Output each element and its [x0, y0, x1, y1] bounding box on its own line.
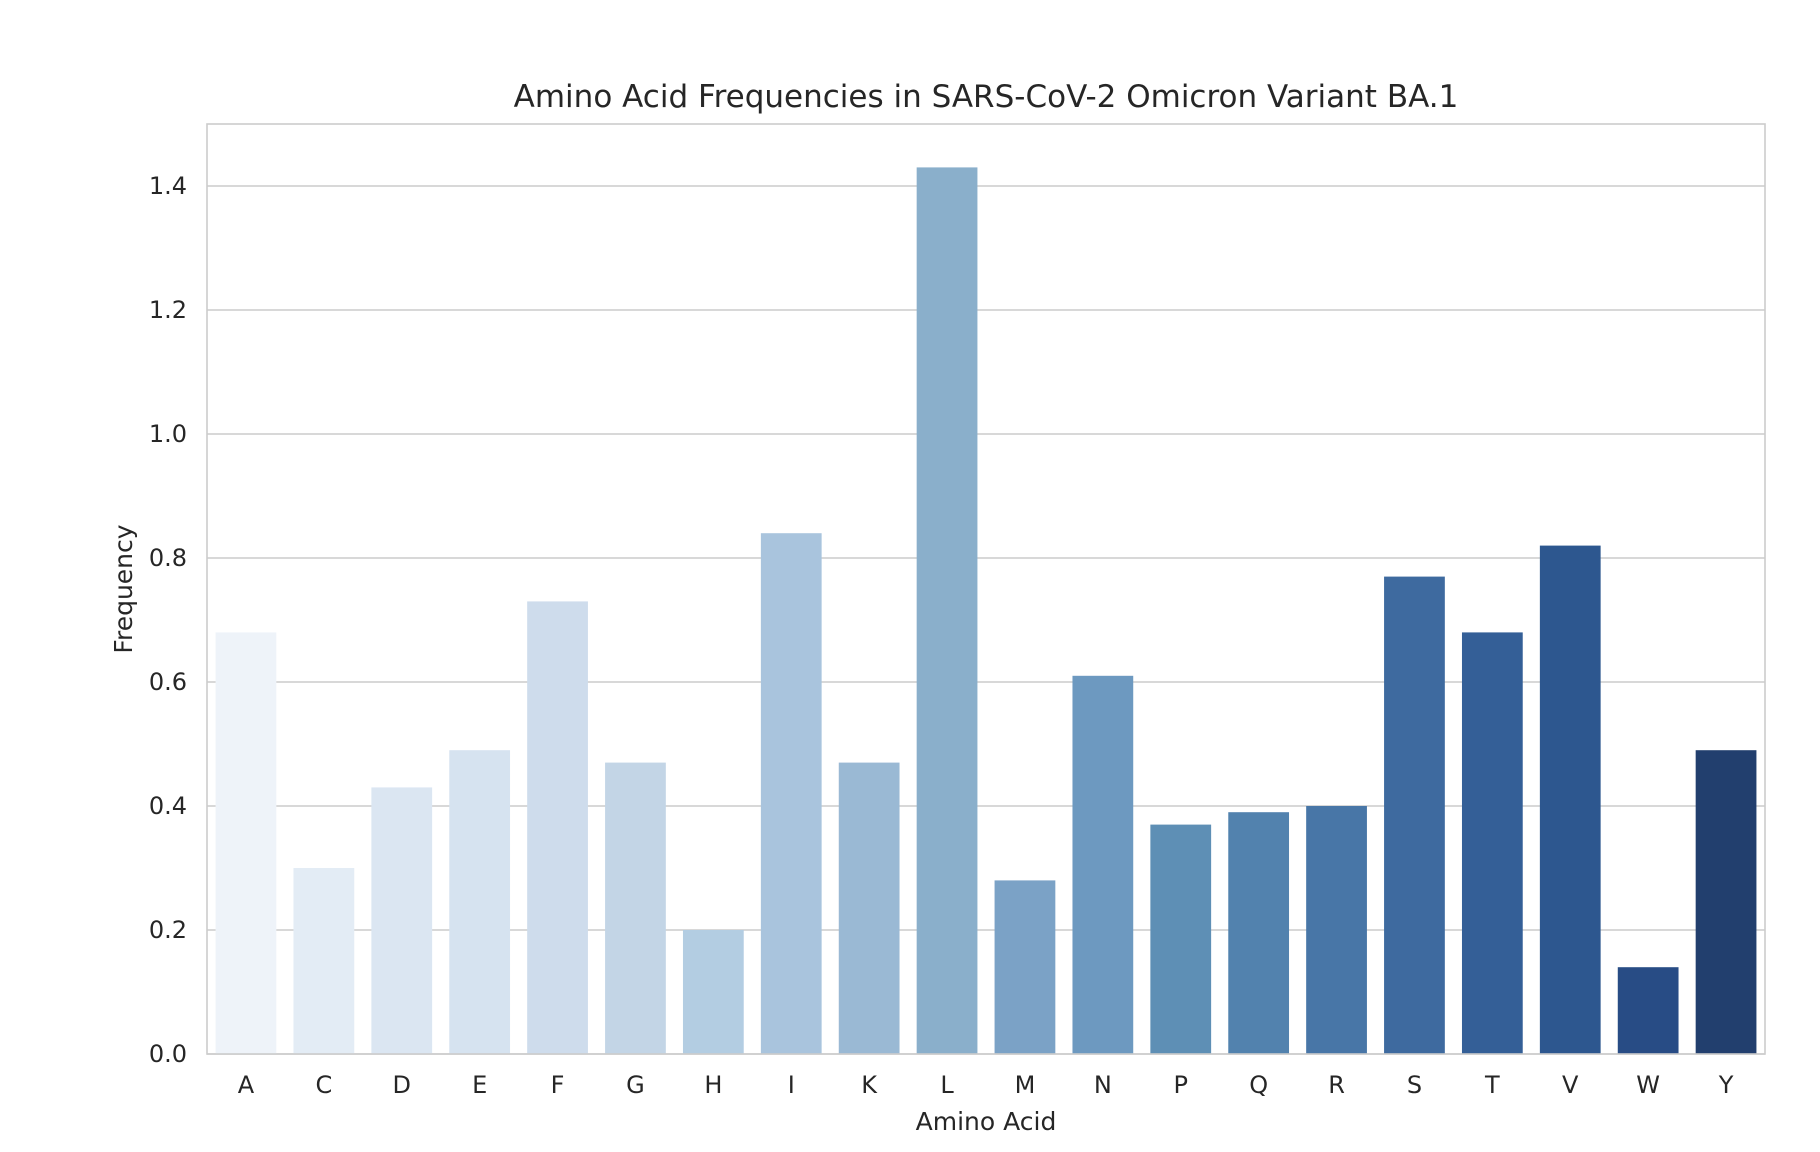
bar-I — [760, 533, 822, 1054]
x-tick-label: M — [1015, 1071, 1036, 1099]
y-tick-label: 1.2 — [149, 296, 187, 324]
x-tick-label: L — [940, 1071, 954, 1099]
x-tick-label: T — [1484, 1071, 1500, 1099]
y-tick-label: 0.4 — [149, 792, 187, 820]
x-tick-label: V — [1562, 1071, 1579, 1099]
x-tick-label: F — [551, 1071, 565, 1099]
bar-H — [682, 930, 744, 1054]
x-tick-label: W — [1636, 1071, 1660, 1099]
bar-M — [994, 880, 1056, 1054]
bar-Y — [1695, 750, 1757, 1054]
bar-W — [1617, 967, 1679, 1054]
y-axis-label: Frequency — [109, 524, 138, 653]
bar-K — [838, 762, 900, 1054]
bars — [215, 167, 1757, 1054]
x-tick-label: C — [315, 1071, 332, 1099]
bar-R — [1306, 806, 1367, 1054]
y-tick-label: 0.2 — [149, 916, 187, 944]
bar-C — [293, 868, 355, 1054]
y-axis-ticks: 0.0 0.2 0.4 0.6 0.8 1.0 1.2 1.4 — [149, 172, 187, 1068]
y-tick-label: 0.6 — [149, 668, 187, 696]
bar-V — [1539, 545, 1601, 1054]
bar-G — [605, 762, 666, 1054]
bar-A — [215, 632, 277, 1054]
x-tick-label: H — [704, 1071, 722, 1099]
x-tick-label: Y — [1718, 1071, 1734, 1099]
x-tick-label: N — [1094, 1071, 1112, 1099]
x-tick-label: S — [1407, 1071, 1422, 1099]
bar-D — [371, 787, 433, 1054]
x-tick-label: A — [238, 1071, 255, 1099]
bar-L — [916, 167, 978, 1054]
bar-P — [1150, 824, 1212, 1054]
x-tick-label: P — [1174, 1071, 1188, 1099]
x-tick-label: K — [861, 1071, 878, 1099]
bar-E — [449, 750, 511, 1054]
bar-F — [527, 601, 588, 1054]
x-tick-label: I — [788, 1071, 795, 1099]
x-axis-label: Amino Acid — [916, 1107, 1057, 1136]
x-tick-label: Q — [1249, 1071, 1268, 1099]
y-tick-label: 1.4 — [149, 172, 187, 200]
x-tick-label: G — [626, 1071, 645, 1099]
x-tick-label: E — [472, 1071, 487, 1099]
chart-title: Amino Acid Frequencies in SARS-CoV-2 Omi… — [514, 79, 1459, 115]
bar-Q — [1228, 812, 1290, 1054]
bar-T — [1461, 632, 1523, 1054]
y-tick-label: 0.0 — [149, 1040, 187, 1068]
gridlines — [207, 185, 1765, 1055]
y-tick-label: 1.0 — [149, 420, 187, 448]
bar-N — [1072, 675, 1134, 1054]
x-tick-label: R — [1328, 1071, 1345, 1099]
bar-S — [1384, 576, 1445, 1054]
plot-frame — [206, 123, 1766, 1055]
y-tick-label: 0.8 — [149, 544, 187, 572]
x-tick-label: D — [393, 1071, 411, 1099]
